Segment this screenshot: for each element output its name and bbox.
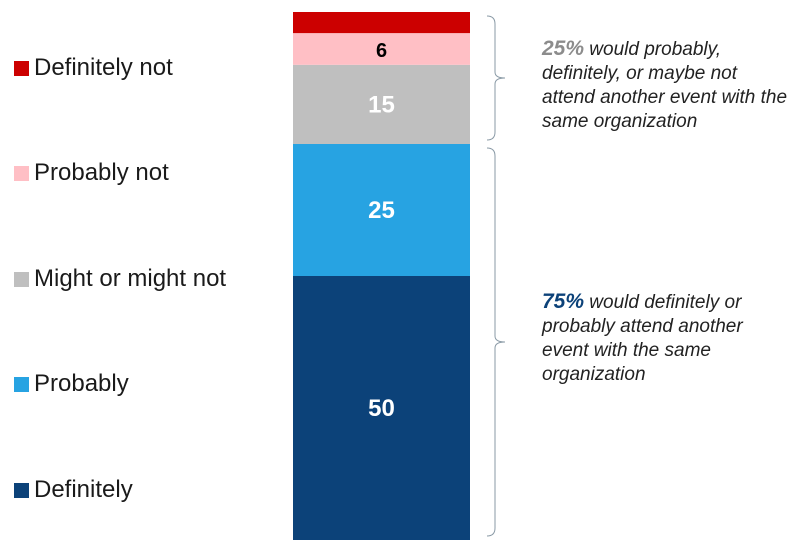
annotation-negative: 25% would probably, definitely, or maybe… — [542, 37, 792, 134]
bar-segment-probably-not — [293, 33, 470, 65]
data-label: 50 — [368, 395, 395, 422]
annotation-positive: 75% would definitely or probably attend … — [542, 290, 792, 387]
annotation-percent: 25% — [542, 37, 585, 60]
legend-item-probably-not: Probably not — [14, 158, 169, 188]
legend-label: Definitely not — [34, 54, 173, 81]
legend-label: Might or might not — [34, 265, 227, 292]
brace-positive — [486, 147, 506, 537]
bar-segment-probably — [293, 144, 470, 276]
bar-segment-might-or-might-not — [293, 64, 470, 144]
annotation-text: would probably, definitely, or maybe not… — [542, 39, 788, 132]
brace-negative — [486, 15, 506, 141]
bar-segment-definitely-not — [293, 12, 470, 34]
legend-swatch — [14, 60, 29, 76]
legend-item-probably: Probably — [14, 369, 129, 399]
data-label: 15 — [368, 91, 395, 118]
legend-swatch — [14, 165, 29, 181]
data-label: 6 — [376, 40, 387, 62]
legend-swatch — [14, 376, 29, 392]
data-label: 25 — [368, 197, 395, 224]
annotation-text: would definitely or probably attend anot… — [542, 292, 743, 385]
legend-label: Probably — [34, 370, 129, 397]
legend-swatch — [14, 271, 29, 287]
legend-label: Definitely — [34, 476, 133, 503]
annotation-percent: 75% — [542, 290, 585, 313]
legend-item-might-or-might-not: Might or might not — [14, 264, 226, 294]
legend-swatch — [14, 482, 29, 498]
legend-label: Probably not — [34, 159, 169, 186]
legend-item-definitely: Definitely — [14, 475, 133, 505]
legend-item-definitely-not: Definitely not — [14, 53, 173, 83]
bar-segment-definitely — [293, 276, 470, 540]
